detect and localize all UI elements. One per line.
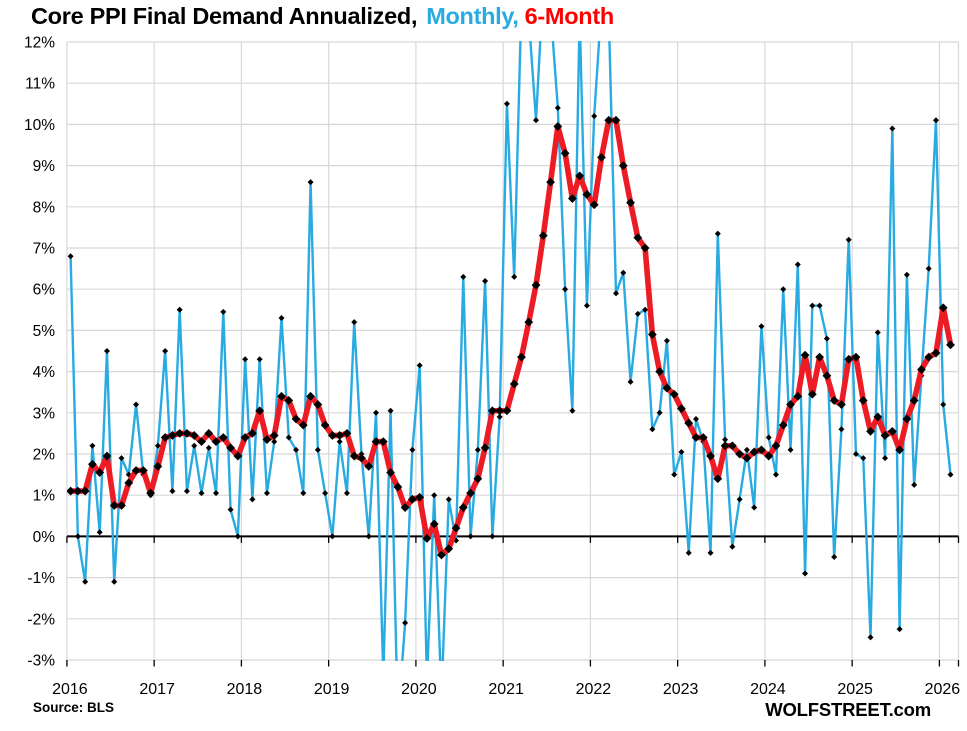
source-note: Source: BLS	[33, 700, 115, 715]
x-axis-label: 2020	[401, 681, 437, 698]
six-month-series	[67, 115, 955, 560]
y-axis-label: 2%	[33, 447, 56, 464]
y-axis-label: 11%	[25, 76, 55, 93]
y-axis-label: 5%	[33, 323, 56, 340]
y-axis-label: 6%	[33, 282, 56, 299]
y-axis-label: 10%	[24, 117, 55, 134]
x-axis-label: 2022	[576, 681, 612, 698]
vertical-gridlines	[66, 42, 960, 660]
title-monthly-series-label: Monthly,	[426, 3, 519, 29]
y-axis-label: 0%	[33, 529, 56, 546]
axis-tick-marks	[66, 536, 960, 667]
x-axis-label: 2025	[837, 681, 873, 698]
y-axis-label: 12%	[24, 35, 55, 52]
y-axis-label: 9%	[33, 158, 56, 175]
x-axis-label: 2019	[314, 681, 350, 698]
y-axis-label: -3%	[27, 653, 55, 670]
x-axis-label: 2016	[52, 681, 88, 698]
y-axis-label: 3%	[33, 405, 56, 422]
y-axis-label: -2%	[27, 611, 55, 628]
x-axis-labels: 2016 2017 2018 2019 2020 2021 2022 2023 2024 2025…	[52, 681, 960, 698]
title-six-month-series-label: 6-Month	[524, 3, 615, 29]
y-axis-label: 8%	[33, 199, 56, 216]
x-axis-label: 2026	[925, 681, 961, 698]
chart-title: Core PPI Final Demand Annualized, Monthly…	[31, 3, 614, 30]
x-axis-label: 2017	[139, 681, 175, 698]
site-watermark: WOLFSTREET.com	[765, 699, 931, 720]
title-main: Core PPI Final Demand Annualized,	[31, 3, 418, 29]
horizontal-gridlines	[67, 41, 959, 661]
y-axis-label: -1%	[27, 570, 55, 587]
y-axis-labels: 12% 11% 10% 9% 8% 7% 6% 5% 4% 3% 2% 1% 0% -1% -2% -3%	[24, 35, 55, 670]
y-axis-label: 4%	[33, 364, 56, 381]
y-axis-label: 7%	[33, 241, 56, 258]
monthly-series	[67, 41, 954, 661]
y-axis-label: 1%	[33, 488, 56, 505]
x-axis-label: 2021	[488, 681, 524, 698]
x-axis-label: 2018	[227, 681, 263, 698]
x-axis-label: 2023	[663, 681, 699, 698]
x-axis-label: 2024	[750, 681, 786, 698]
